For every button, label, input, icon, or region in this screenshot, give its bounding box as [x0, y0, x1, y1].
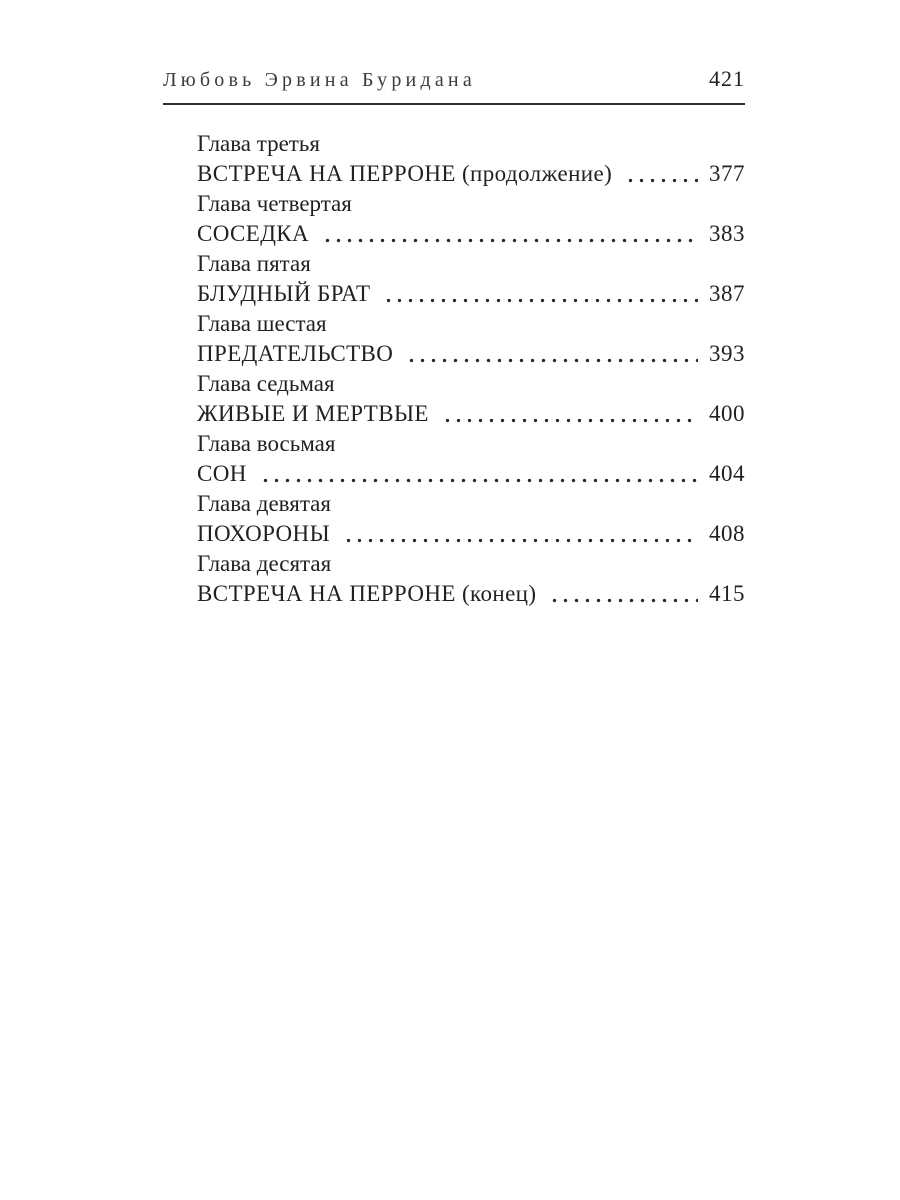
toc-entry: Глава девятая ПОХОРОНЫ 408: [197, 489, 745, 549]
dot-leader: [441, 399, 698, 429]
toc-title-row: ЖИВЫЕ И МЕРТВЫЕ 400: [197, 399, 745, 429]
toc-page-number: 415: [709, 581, 745, 606]
toc-page-number: 393: [709, 341, 745, 366]
toc-title: БЛУДНЫЙ БРАТ: [197, 281, 371, 306]
toc-entry: Глава десятая ВСТРЕЧА НА ПЕРРОНЕ (конец)…: [197, 549, 745, 609]
toc-title: ПРЕДАТЕЛЬСТВО: [197, 341, 394, 366]
toc-chapter-label: Глава седьмая: [197, 371, 335, 396]
toc-chapter-label: Глава десятая: [197, 551, 332, 576]
toc-title-row: СОСЕДКА 383: [197, 219, 745, 249]
toc-page-number: 404: [709, 461, 745, 486]
toc-chapter-label: Глава восьмая: [197, 431, 336, 456]
toc-chapter-label: Глава четвертая: [197, 191, 352, 216]
toc-title: ВСТРЕЧА НА ПЕРРОНЕ (продолжение): [197, 161, 613, 186]
dot-leader: [383, 279, 698, 309]
dot-leader: [549, 579, 698, 609]
toc-page-number: 377: [709, 161, 745, 186]
toc-page-number: 408: [709, 521, 745, 546]
toc-chapter-label: Глава третья: [197, 131, 320, 156]
toc-title-row: ВСТРЕЧА НА ПЕРРОНЕ (продолжение) 377: [197, 159, 745, 189]
toc-entry: Глава восьмая СОН 404: [197, 429, 745, 489]
toc-title-row: БЛУДНЫЙ БРАТ 387: [197, 279, 745, 309]
folio-page-number: 421: [709, 66, 745, 91]
dot-leader: [625, 159, 698, 189]
dot-leader: [259, 459, 698, 489]
dot-leader: [343, 519, 698, 549]
toc-entry: Глава шестая ПРЕДАТЕЛЬСТВО 393: [197, 309, 745, 369]
header-rule: [163, 103, 745, 105]
toc-title: СОН: [197, 461, 247, 486]
header-row: Любовь Эрвина Буридана 421: [163, 66, 745, 92]
running-title: Любовь Эрвина Буридана: [163, 69, 476, 91]
toc-chapter-label: Глава девятая: [197, 491, 331, 516]
dot-leader: [322, 219, 698, 249]
toc-page-number: 383: [709, 221, 745, 246]
toc-chapter-label: Глава пятая: [197, 251, 311, 276]
toc-entry: Глава третья ВСТРЕЧА НА ПЕРРОНЕ (продолж…: [197, 129, 745, 189]
toc-entry: Глава пятая БЛУДНЫЙ БРАТ 387: [197, 249, 745, 309]
toc-title-row: ПРЕДАТЕЛЬСТВО 393: [197, 339, 745, 369]
page-header: Любовь Эрвина Буридана 421: [163, 66, 745, 105]
toc-title: ПОХОРОНЫ: [197, 521, 331, 546]
toc-title: ВСТРЕЧА НА ПЕРРОНЕ (конец): [197, 581, 537, 606]
table-of-contents: Глава третья ВСТРЕЧА НА ПЕРРОНЕ (продолж…: [197, 129, 745, 609]
toc-title-row: ПОХОРОНЫ 408: [197, 519, 745, 549]
dot-leader: [406, 339, 698, 369]
toc-title: ЖИВЫЕ И МЕРТВЫЕ: [197, 401, 429, 426]
toc-entry: Глава седьмая ЖИВЫЕ И МЕРТВЫЕ 400: [197, 369, 745, 429]
toc-title-row: СОН 404: [197, 459, 745, 489]
toc-page-number: 387: [709, 281, 745, 306]
toc-chapter-label: Глава шестая: [197, 311, 327, 336]
toc-title: СОСЕДКА: [197, 221, 310, 246]
toc-page-number: 400: [709, 401, 745, 426]
toc-entry: Глава четвертая СОСЕДКА 383: [197, 189, 745, 249]
toc-title-row: ВСТРЕЧА НА ПЕРРОНЕ (конец) 415: [197, 579, 745, 609]
